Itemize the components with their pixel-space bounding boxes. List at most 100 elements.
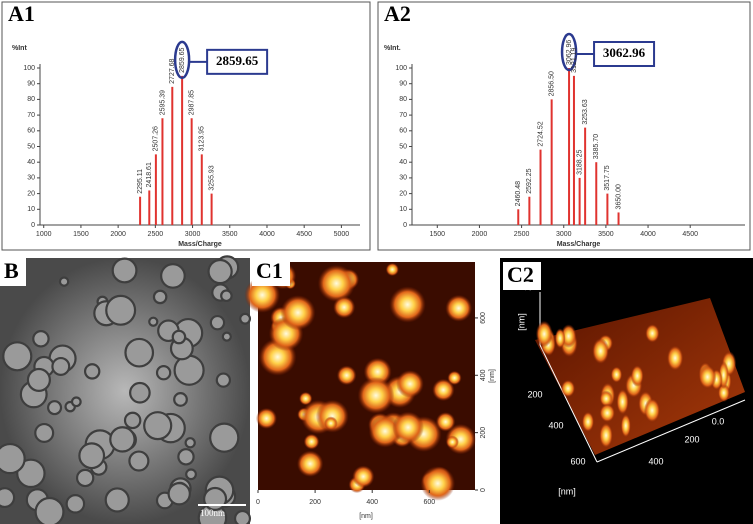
vesicle (32, 330, 50, 348)
vesicle (209, 314, 226, 331)
peak-label: 3650.00 (615, 184, 622, 209)
particle (324, 416, 338, 431)
particle (396, 369, 424, 398)
x-tick-label: 4500 (296, 231, 312, 238)
scale-bar-label: 100nm (200, 508, 225, 518)
vesicle (51, 356, 71, 376)
vesicle (207, 258, 233, 285)
particle (333, 296, 356, 319)
particle (317, 264, 356, 303)
particle (445, 294, 473, 322)
particle (352, 465, 375, 488)
vesicle (0, 442, 26, 475)
vesicle (148, 316, 159, 327)
particle (244, 277, 281, 313)
vesicle (16, 458, 46, 489)
callout-box (593, 41, 656, 67)
vesicle (160, 263, 186, 289)
vesicle (128, 450, 150, 472)
vesicle (167, 482, 191, 506)
vesicle (124, 337, 155, 368)
y-tick-label: 600 (480, 312, 487, 324)
x-unit: [nm] (359, 513, 373, 520)
axis-label: 400 (548, 420, 563, 430)
y-tick-label: 400 (480, 369, 487, 381)
y-axis-label: %Int (12, 45, 27, 52)
peak (616, 388, 629, 416)
vesicle (209, 422, 240, 453)
y-tick-label: 40 (27, 159, 35, 166)
axis-label: [nm] (516, 313, 526, 331)
vesicle (75, 468, 95, 488)
particle (315, 399, 349, 433)
vesicle (105, 294, 137, 326)
y-tick-label: 80 (399, 96, 407, 103)
vesicle (83, 363, 101, 380)
vesicle (104, 487, 130, 513)
x-axis-label: Mass/Charge (178, 241, 222, 248)
vesicle (239, 312, 252, 325)
peak-label: 3255.93 (208, 165, 215, 190)
y-tick-label: 60 (399, 128, 407, 135)
peak-label: 3062.96 (566, 40, 573, 65)
vesicle (185, 468, 197, 481)
x-tick-label: 1500 (73, 231, 89, 238)
vesicle (129, 381, 151, 404)
y-tick-label: 50 (27, 143, 35, 150)
axis-line (596, 399, 746, 463)
particle (296, 450, 324, 477)
y-tick-label: 20 (399, 190, 407, 197)
x-tick-label: 200 (309, 499, 321, 506)
y-tick-label: 20 (27, 190, 35, 197)
y-tick-label: 80 (27, 96, 35, 103)
particle (336, 365, 357, 386)
particle (385, 262, 399, 277)
peak (554, 328, 566, 349)
vesicle (233, 509, 252, 524)
peak-label: 2592.25 (526, 168, 533, 193)
peak (560, 379, 576, 398)
particle (432, 378, 455, 402)
x-tick-label: 1000 (36, 231, 52, 238)
peak-label: 2460.48 (515, 181, 522, 206)
particle (435, 412, 456, 432)
particle (420, 466, 456, 501)
x-tick-label: 1500 (430, 231, 446, 238)
particle (389, 286, 426, 323)
peak-label: 2727.68 (169, 58, 176, 83)
vesicle (70, 396, 82, 408)
peak-label: 3188.25 (576, 149, 583, 174)
particle (280, 295, 316, 331)
peak (666, 345, 684, 371)
peak (599, 403, 616, 423)
x-tick-label: 3500 (222, 231, 238, 238)
y-tick-label: 10 (27, 206, 35, 213)
axis-label: 200 (527, 389, 542, 399)
callout-text: 3062.96 (603, 45, 646, 60)
particle (298, 391, 313, 406)
peak (592, 337, 610, 365)
x-tick-label: 2000 (110, 231, 126, 238)
image-layer (0, 255, 753, 524)
panel-label: C1 (256, 258, 283, 283)
vesicle (220, 289, 233, 303)
vesicle (58, 276, 70, 287)
peak-label: 3123.95 (199, 126, 206, 151)
axis-label: 600 (570, 456, 585, 466)
axis-label: 200 (684, 434, 699, 444)
panel-label-box (0, 258, 26, 286)
y-tick-label: 50 (399, 143, 407, 150)
peak (599, 422, 614, 449)
axis-line (539, 344, 598, 463)
vesicle (143, 411, 173, 441)
y-tick-label: 90 (399, 81, 407, 88)
y-tick-label: 90 (27, 81, 35, 88)
x-tick-label: 0 (256, 499, 260, 506)
peak (698, 364, 717, 390)
vesicle (177, 448, 195, 466)
vesicle (173, 392, 188, 407)
vesicle (34, 496, 65, 524)
panel-label: A1 (8, 1, 35, 26)
peak-label: 3121.19 (571, 47, 578, 72)
